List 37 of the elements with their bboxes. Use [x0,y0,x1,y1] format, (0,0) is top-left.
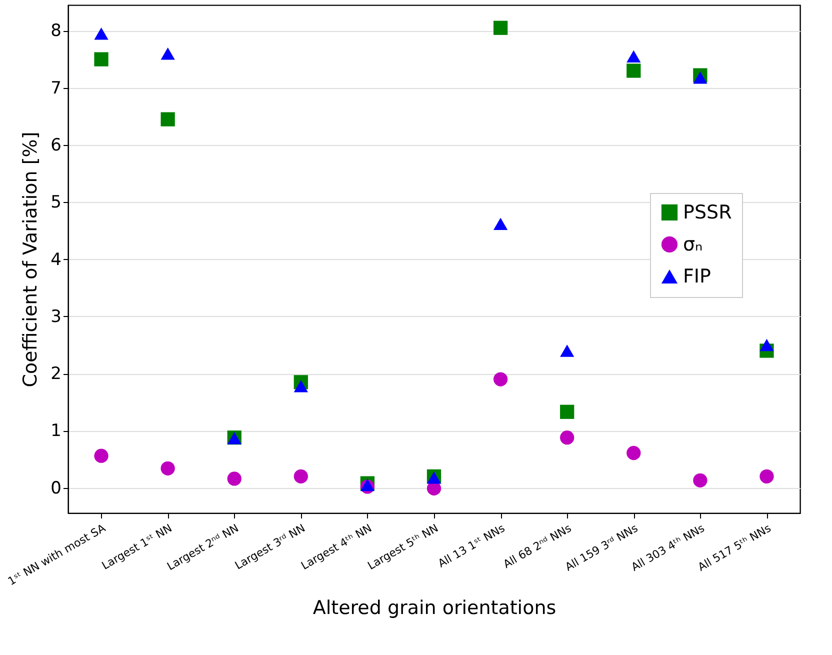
point [493,218,508,230]
y-tick-label: 5 [50,192,62,213]
y-tick-label: 0 [50,478,62,498]
point [94,448,108,463]
point [693,71,708,84]
y-tick-label: 4 [50,250,62,270]
point [160,112,175,126]
point [294,469,308,484]
point [94,27,108,40]
point [626,64,641,78]
point [560,430,574,445]
legend-label: σₙ [683,233,703,256]
y-tick-label: 6 [50,136,62,156]
point [493,20,508,35]
y-tick-label: 2 [50,364,62,384]
point [360,478,375,492]
y-axis-title: Coefficient of Variation [%] [20,132,42,388]
point [560,344,574,357]
y-tick-label: 1 [50,421,62,442]
legend-label: FIP [683,265,711,288]
point [760,338,774,352]
point [760,469,774,484]
y-tick-label: 8 [50,21,62,42]
point [626,50,641,63]
point [227,472,242,486]
point [160,47,175,60]
y-tick-label: 7 [50,78,62,98]
point [160,461,175,476]
point [560,404,574,419]
point [626,446,641,460]
point [294,380,308,392]
legend-label: PSSR [683,201,732,224]
y-tick-label: 3 [50,306,62,327]
point [693,473,708,488]
point [493,372,508,386]
x-axis-title: Altered grain orientations [312,597,556,620]
point [94,52,108,66]
